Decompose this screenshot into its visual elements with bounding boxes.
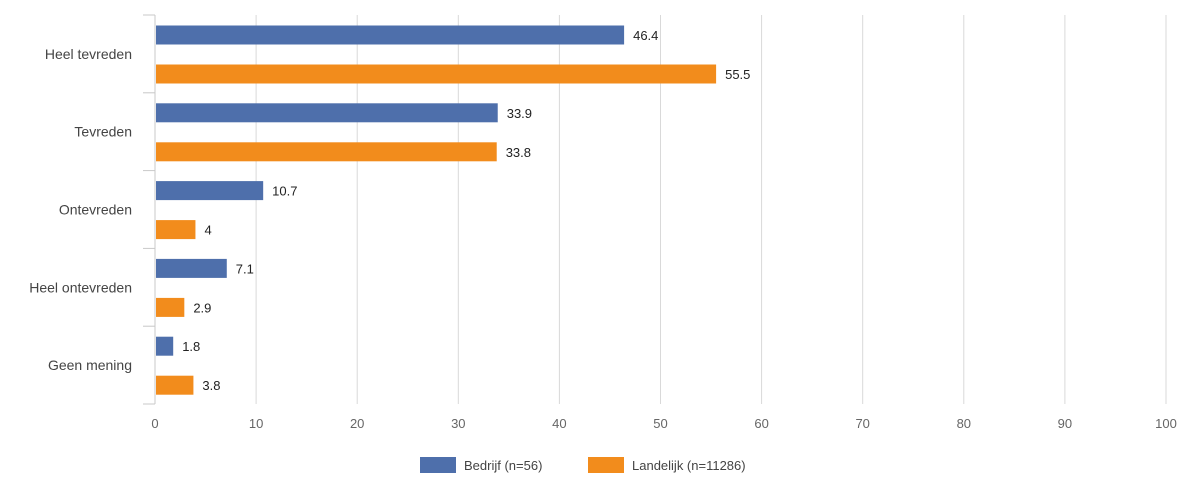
- bar-bedrijf: [156, 258, 227, 278]
- category-label: Heel tevreden: [45, 46, 132, 62]
- data-label: 7.1: [236, 261, 254, 276]
- data-label: 4: [204, 223, 211, 238]
- bars: [156, 25, 717, 395]
- x-tick-label: 80: [957, 416, 971, 431]
- legend: Bedrijf (n=56) Landelijk (n=11286): [420, 457, 746, 473]
- data-label: 33.9: [507, 106, 532, 121]
- category-label: Heel ontevreden: [29, 279, 132, 295]
- x-tick-label: 30: [451, 416, 465, 431]
- x-tick-label: 0: [151, 416, 158, 431]
- x-tick-label: 40: [552, 416, 566, 431]
- bar-landelijk: [156, 297, 185, 317]
- x-tick-label: 60: [754, 416, 768, 431]
- data-label: 33.8: [506, 145, 531, 160]
- data-label: 46.4: [633, 28, 658, 43]
- legend-label-landelijk: Landelijk (n=11286): [632, 458, 746, 473]
- bar-bedrijf: [156, 181, 264, 201]
- legend-swatch-bedrijf: [420, 457, 456, 473]
- legend-label-bedrijf: Bedrijf (n=56): [464, 458, 542, 473]
- x-tick-label: 90: [1058, 416, 1072, 431]
- category-label: Ontevreden: [59, 202, 132, 218]
- bar-bedrijf: [156, 25, 625, 45]
- bar-bedrijf: [156, 336, 174, 356]
- data-label: 55.5: [725, 67, 750, 82]
- data-label: 3.8: [202, 378, 220, 393]
- x-tick-label: 100: [1155, 416, 1177, 431]
- bar-bedrijf: [156, 103, 498, 123]
- x-tick-label: 20: [350, 416, 364, 431]
- x-tick-label: 70: [855, 416, 869, 431]
- bar-landelijk: [156, 64, 717, 84]
- data-label: 2.9: [193, 300, 211, 315]
- x-tick-label: 50: [653, 416, 667, 431]
- data-label: 10.7: [272, 184, 297, 199]
- bar-landelijk: [156, 142, 497, 162]
- x-tick-label: 10: [249, 416, 263, 431]
- data-label: 1.8: [182, 339, 200, 354]
- axes: [143, 14, 156, 405]
- labels: 0 10 20 30 40 50 60 70 80 90 100 Heel tevreden Tevre…: [29, 28, 1177, 431]
- bar-landelijk: [156, 220, 196, 240]
- legend-swatch-landelijk: [588, 457, 624, 473]
- category-label: Geen mening: [48, 357, 132, 373]
- category-label: Tevreden: [74, 124, 132, 140]
- bar-landelijk: [156, 375, 194, 395]
